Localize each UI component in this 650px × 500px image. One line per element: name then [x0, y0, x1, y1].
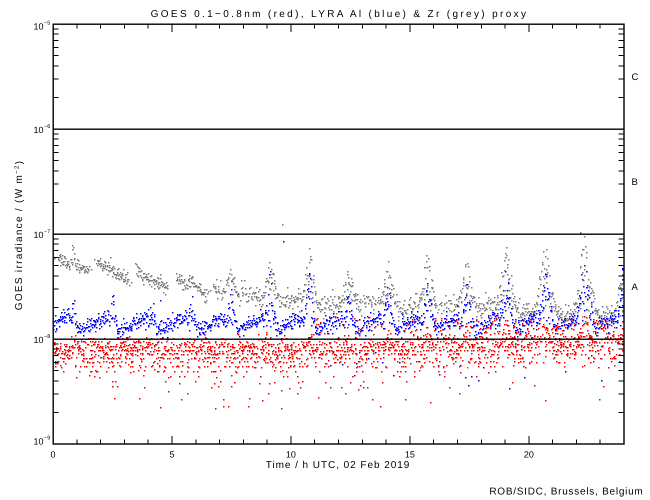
svg-text:−6: −6 [44, 124, 50, 130]
svg-text:Time / h UTC, 02 Feb 2019: Time / h UTC, 02 Feb 2019 [266, 460, 411, 471]
svg-text:C: C [632, 72, 639, 83]
svg-text:−9: −9 [44, 436, 50, 442]
svg-text:B: B [632, 177, 638, 188]
svg-text:−8: −8 [44, 334, 50, 340]
svg-text:0: 0 [50, 449, 55, 459]
svg-text:ROB/SIDC, Brussels, Belgium: ROB/SIDC, Brussels, Belgium [489, 487, 643, 498]
svg-text:GOES 0.1−0.8nm (red), LYRA Al: GOES 0.1−0.8nm (red), LYRA Al (blue) & Z… [151, 9, 529, 20]
svg-text:20: 20 [524, 449, 534, 459]
svg-text:10: 10 [33, 437, 43, 447]
svg-text:10: 10 [33, 230, 43, 240]
svg-text:10: 10 [33, 335, 43, 345]
svg-text:10: 10 [33, 125, 43, 135]
svg-text:A: A [632, 282, 639, 293]
svg-text:10: 10 [286, 449, 296, 459]
svg-text:5: 5 [169, 449, 174, 459]
svg-text:−5: −5 [44, 21, 50, 27]
svg-text:15: 15 [405, 449, 415, 459]
svg-text:GOES irradiance / (W m−2): GOES irradiance / (W m−2) [14, 160, 26, 311]
svg-text:10: 10 [33, 22, 43, 32]
svg-text:−7: −7 [44, 229, 50, 235]
